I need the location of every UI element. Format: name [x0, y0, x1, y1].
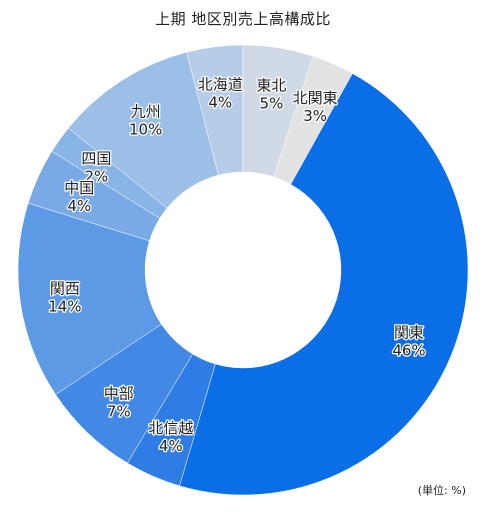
slice-value-label: 4%	[67, 197, 91, 215]
slice-value-label: 2%	[84, 168, 108, 186]
slice-name-label: 九州	[131, 103, 161, 121]
slice-name-label: 北海道	[198, 75, 243, 93]
slice-value-label: 5%	[260, 94, 284, 112]
slice-value-label: 4%	[159, 437, 183, 455]
slice-name-label: 東北	[256, 76, 286, 94]
slice-9	[242, 44, 314, 178]
slice-value-label: 46%	[392, 342, 425, 360]
slice-value-label: 3%	[303, 107, 327, 125]
labels-group: 北海道4%九州10%四国2%中国4%関西14%中部7%北信越4%関東46%北関東…	[47, 74, 427, 456]
slice-name-label: 北関東	[293, 89, 338, 107]
unit-note: (単位: %)	[417, 484, 466, 497]
slices-group	[17, 44, 469, 496]
slice-name-label: 関西	[50, 280, 80, 298]
slice-value-label: 10%	[129, 121, 162, 139]
slice-4	[17, 202, 162, 395]
chart-title: 上期 地区別売上高構成比	[155, 10, 331, 28]
slice-name-label: 四国	[81, 150, 111, 168]
slice-name-label: 関東	[394, 324, 424, 342]
slice-name-label: 北信越	[148, 419, 193, 437]
slice-value-label: 7%	[107, 402, 131, 420]
slice-value-label: 14%	[48, 298, 81, 316]
slice-name-label: 中部	[104, 384, 134, 402]
slice-value-label: 4%	[208, 93, 232, 111]
slice-name-label: 中国	[64, 179, 94, 197]
